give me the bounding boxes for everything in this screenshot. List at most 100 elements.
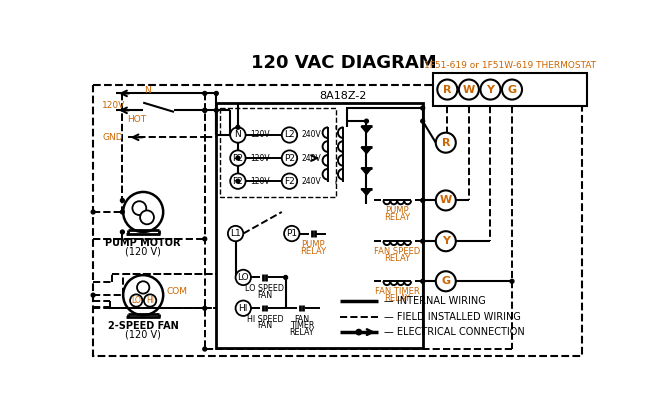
Circle shape [421,239,425,243]
Circle shape [284,226,299,241]
Circle shape [510,279,514,283]
Circle shape [91,210,95,214]
Text: 8A18Z-2: 8A18Z-2 [319,91,366,101]
Circle shape [421,119,425,123]
Text: — INTERNAL WIRING: — INTERNAL WIRING [384,296,486,306]
Bar [93,85,582,356]
Circle shape [228,226,243,241]
Circle shape [282,127,297,143]
Circle shape [137,281,149,294]
Circle shape [283,276,287,279]
Polygon shape [361,168,372,174]
Circle shape [421,106,425,110]
Text: R: R [442,138,450,147]
Text: RELAY: RELAY [384,213,410,222]
Text: 120V: 120V [250,130,270,140]
Circle shape [203,109,207,112]
Circle shape [203,306,207,310]
Text: (120 V): (120 V) [125,246,161,256]
Text: RELAY: RELAY [300,247,326,256]
Text: HI SPEED: HI SPEED [247,315,283,323]
Circle shape [203,237,207,241]
Circle shape [144,295,156,307]
Text: 240V: 240V [302,130,322,140]
Circle shape [214,91,218,96]
Circle shape [203,91,207,96]
Circle shape [502,80,522,100]
Text: 120V: 120V [250,154,270,163]
Circle shape [236,156,240,160]
Circle shape [421,279,425,283]
Circle shape [282,173,297,189]
Circle shape [230,173,246,189]
Text: LO SPEED: LO SPEED [245,284,284,293]
Circle shape [230,150,246,166]
Text: — FIELD INSTALLED WIRING: — FIELD INSTALLED WIRING [384,312,521,322]
Text: FAN: FAN [257,321,273,331]
Text: L2: L2 [284,130,295,140]
Text: HOT: HOT [127,115,147,124]
Text: RELAY: RELAY [384,253,410,263]
Circle shape [230,127,246,143]
Polygon shape [361,147,372,154]
Text: 240V: 240V [302,177,322,186]
Text: FAN SPEED: FAN SPEED [374,247,420,256]
Text: 120V: 120V [250,177,270,186]
Text: GND: GND [103,133,123,142]
Text: P2: P2 [284,154,295,163]
Text: HI: HI [146,296,154,305]
Circle shape [480,80,500,100]
Circle shape [421,199,425,202]
Circle shape [236,125,240,129]
Text: 1F51-619 or 1F51W-619 THERMOSTAT: 1F51-619 or 1F51W-619 THERMOSTAT [425,61,596,70]
Circle shape [133,201,146,215]
Circle shape [356,329,362,335]
Circle shape [203,109,207,112]
Circle shape [282,150,297,166]
Polygon shape [361,127,372,133]
Text: 120V: 120V [103,101,125,110]
Text: HI: HI [239,304,248,313]
Circle shape [130,295,143,307]
Text: L1: L1 [230,229,241,238]
Text: W: W [440,195,452,205]
Text: Y: Y [442,236,450,246]
Text: R: R [443,85,452,95]
Circle shape [438,80,458,100]
Text: PUMP: PUMP [385,206,409,215]
Text: — ELECTRICAL CONNECTION: — ELECTRICAL CONNECTION [384,327,525,337]
Bar [220,108,336,197]
Circle shape [121,230,125,234]
Circle shape [203,347,207,351]
Circle shape [121,210,125,214]
Text: LO: LO [131,296,141,305]
Circle shape [436,190,456,210]
Circle shape [236,179,240,183]
Circle shape [123,192,163,232]
Text: FAN: FAN [294,315,310,323]
Text: (120 V): (120 V) [125,329,161,339]
Circle shape [236,270,251,285]
Text: F2: F2 [284,177,295,186]
Text: N: N [234,130,241,140]
Text: FAN: FAN [257,291,273,300]
Text: TIMER: TIMER [289,321,314,331]
Text: COM: COM [166,287,188,296]
Text: LO: LO [237,273,249,282]
Text: 120 VAC DIAGRAM: 120 VAC DIAGRAM [251,54,436,72]
Circle shape [236,300,251,316]
Circle shape [436,133,456,153]
Circle shape [459,80,479,100]
Circle shape [121,199,125,202]
Text: G: G [442,276,450,286]
Circle shape [91,293,95,297]
Text: RELAY: RELAY [289,328,314,337]
Text: PUMP MOTOR: PUMP MOTOR [105,238,181,248]
Circle shape [140,210,154,224]
Text: N: N [143,86,150,95]
Bar [433,73,588,106]
Text: PUMP: PUMP [302,240,325,249]
Circle shape [123,275,163,315]
Bar [216,103,423,347]
Text: 240V: 240V [302,154,322,163]
